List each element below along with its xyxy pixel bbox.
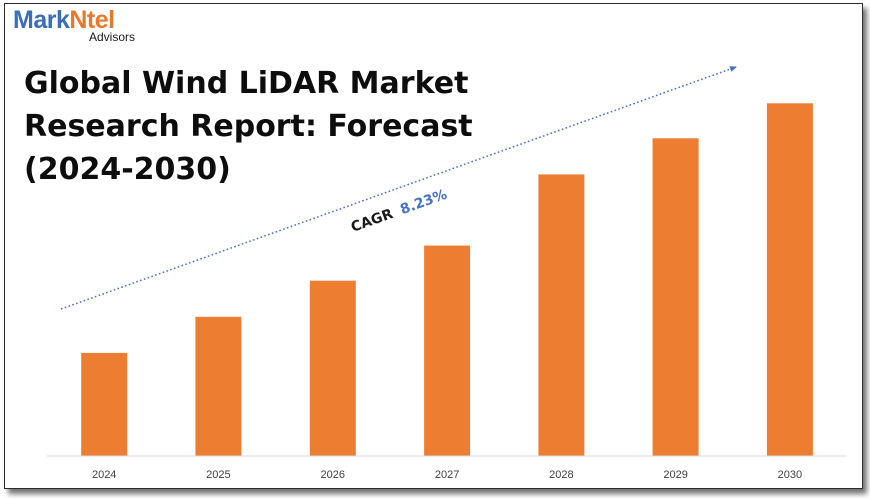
logo-subtitle: Advisors bbox=[89, 30, 136, 44]
cagr-annotation: CAGR 8.23% bbox=[349, 187, 449, 236]
bar-2027 bbox=[424, 245, 471, 456]
x-tick-2027: 2027 bbox=[435, 469, 459, 481]
title-line-1: Global Wind LiDAR Market bbox=[24, 66, 469, 101]
cagr-trend-arrow bbox=[60, 66, 737, 310]
bar-2030 bbox=[766, 103, 813, 457]
bars-group bbox=[47, 103, 847, 457]
logo-wordmark: MarkNtel bbox=[13, 8, 135, 33]
bar-2026 bbox=[309, 280, 356, 456]
chart-title: Global Wind LiDAR Market Research Report… bbox=[24, 62, 494, 191]
x-tick-2029: 2029 bbox=[663, 469, 687, 481]
x-tick-2030: 2030 bbox=[778, 469, 802, 481]
bar-2029 bbox=[652, 138, 699, 457]
x-tick-2028: 2028 bbox=[549, 469, 573, 481]
logo-part-mark: Mark bbox=[13, 6, 70, 34]
bar-2028 bbox=[538, 174, 585, 456]
x-tick-2026: 2026 bbox=[321, 469, 345, 481]
bar-2024 bbox=[81, 352, 128, 456]
x-tick-labels: 2024 2025 2026 2027 2028 2029 2030 bbox=[92, 469, 802, 481]
title-line-3: (2024-2030) bbox=[24, 152, 231, 187]
title-line-2: Research Report: Forecast bbox=[24, 109, 473, 144]
marknetel-logo: MarkNtel Advisors bbox=[13, 8, 136, 44]
cagr-value: 8.23% bbox=[398, 187, 449, 218]
x-tick-2024: 2024 bbox=[92, 469, 116, 481]
logo-part-ntel: Ntel bbox=[69, 6, 115, 34]
bar-2025 bbox=[195, 316, 242, 456]
cagr-label: CAGR bbox=[349, 206, 395, 236]
x-tick-2025: 2025 bbox=[206, 469, 230, 481]
